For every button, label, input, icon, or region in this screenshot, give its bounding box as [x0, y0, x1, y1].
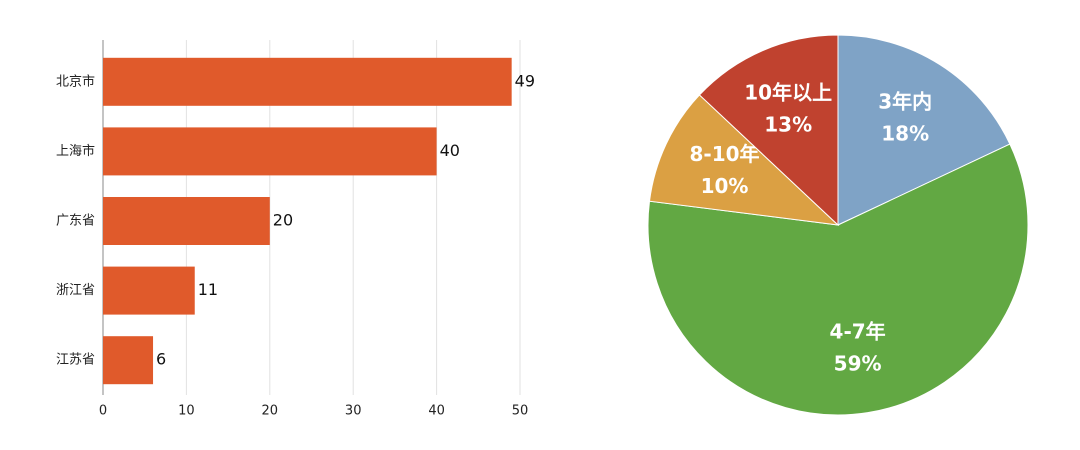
data-label: 40 [440, 141, 460, 160]
pie-slice [647, 143, 1029, 416]
x-tick-label: 30 [345, 404, 362, 419]
slice-label: 4-7年 [830, 319, 886, 343]
x-tick-label: 50 [512, 404, 529, 419]
pie-slice [648, 94, 840, 226]
pie-slice [837, 34, 1011, 226]
bar [103, 127, 437, 176]
slice-value: 59% [834, 351, 882, 375]
bar [103, 336, 154, 385]
bar [103, 197, 270, 245]
y-tick-label: 广东省 [56, 214, 95, 229]
slice-value: 18% [881, 122, 929, 146]
data-label: 49 [515, 71, 535, 90]
y-tick-label: 上海市 [56, 143, 95, 159]
bar [103, 266, 195, 315]
bar [103, 57, 512, 106]
data-label: 11 [198, 280, 218, 299]
x-tick-label: 10 [178, 404, 195, 419]
slice-label: 3年内 [878, 90, 932, 114]
x-tick-label: 0 [99, 404, 107, 419]
slice-label: 10年以上 [744, 80, 832, 104]
slice-value: 13% [764, 112, 812, 136]
slice-value: 10% [701, 174, 749, 198]
y-tick-label: 北京市 [56, 73, 95, 89]
x-tick-label: 20 [262, 404, 279, 419]
data-label: 20 [273, 211, 293, 230]
y-tick-label: 江苏省 [56, 352, 95, 368]
data-label: 6 [156, 350, 166, 369]
pie-slice [698, 34, 839, 227]
x-tick-label: 40 [428, 404, 445, 419]
slice-label: 8-10年 [690, 142, 760, 166]
y-tick-label: 浙江省 [56, 283, 95, 298]
